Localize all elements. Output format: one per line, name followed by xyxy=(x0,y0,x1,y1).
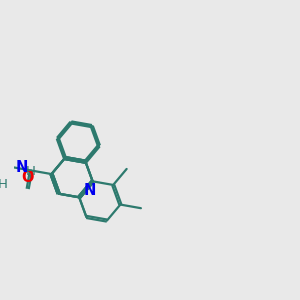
Text: H: H xyxy=(0,178,8,191)
Text: O: O xyxy=(21,170,34,185)
Text: H: H xyxy=(26,165,36,178)
Text: N: N xyxy=(84,183,96,198)
Text: N: N xyxy=(15,160,28,175)
